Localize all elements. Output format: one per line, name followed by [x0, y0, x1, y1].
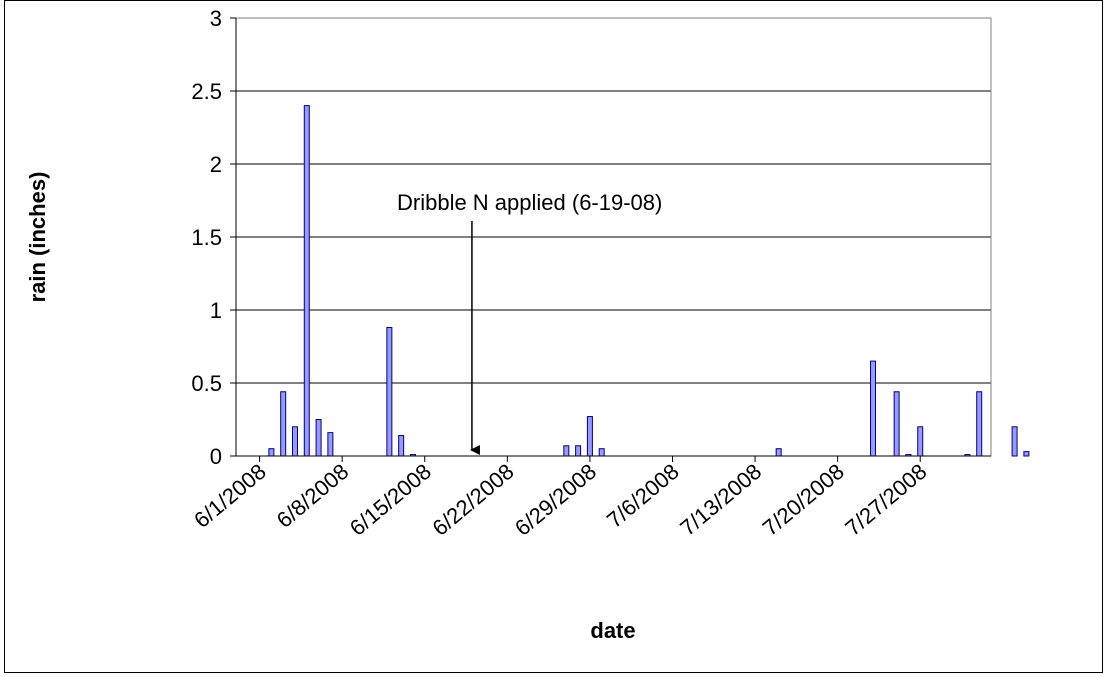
- bar: [303, 105, 310, 457]
- y-tick-label: 2: [210, 152, 222, 177]
- x-tick-label: 6/1/2008: [189, 459, 271, 533]
- y-tick-label: 1: [210, 298, 222, 323]
- x-tick-label: 6/29/2008: [510, 459, 601, 541]
- ticks-layer: 00.511.522.536/1/2008 6/8/20086/15/20086/…: [189, 6, 931, 541]
- chart-svg: 00.511.522.536/1/2008 6/8/20086/15/20086/…: [25, 6, 1030, 643]
- bars-layer: [268, 105, 1030, 457]
- bar: [775, 448, 782, 457]
- x-tick-label: 7/20/2008: [758, 459, 849, 541]
- bar: [398, 435, 405, 457]
- annotation-text: Dribble N applied (6-19-08): [397, 190, 662, 215]
- bar: [563, 445, 570, 457]
- y-tick-label: 2.5: [191, 79, 222, 104]
- x-tick-label: 7/6/2008: [602, 459, 684, 533]
- y-axis-title: rain (inches): [25, 172, 50, 303]
- bar: [598, 448, 605, 457]
- bar: [268, 448, 275, 457]
- bar: [586, 416, 593, 457]
- bar: [1023, 451, 1030, 457]
- bar: [893, 391, 900, 457]
- bar: [976, 391, 983, 457]
- x-axis-title: date: [590, 618, 635, 643]
- bar: [327, 432, 334, 457]
- x-tick-label: 7/13/2008: [675, 459, 766, 541]
- bar: [870, 360, 877, 457]
- y-tick-label: 0.5: [191, 371, 222, 396]
- y-tick-label: 1.5: [191, 225, 222, 250]
- bar: [575, 445, 582, 457]
- x-tick-label: 6/8/2008: [272, 459, 354, 533]
- x-tick-label: 6/15/2008: [345, 459, 436, 541]
- bar: [291, 426, 298, 457]
- y-tick-label: 0: [210, 444, 222, 469]
- y-tick-label: 3: [210, 6, 222, 31]
- bar: [917, 426, 924, 457]
- bar: [315, 419, 322, 457]
- chart-frame: 0 0.5 1 1.5 2 2.5 3 6/1/2008 6/8/2008 6/15/2008 6/…: [4, 0, 1103, 673]
- bar: [1011, 426, 1018, 457]
- bar: [386, 327, 393, 457]
- bar: [280, 391, 287, 457]
- x-tick-label: 6/22/2008: [427, 459, 518, 541]
- x-tick-label: 7/27/2008: [840, 459, 931, 541]
